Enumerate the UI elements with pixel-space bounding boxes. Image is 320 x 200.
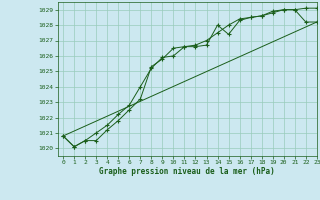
X-axis label: Graphe pression niveau de la mer (hPa): Graphe pression niveau de la mer (hPa) (99, 167, 275, 176)
